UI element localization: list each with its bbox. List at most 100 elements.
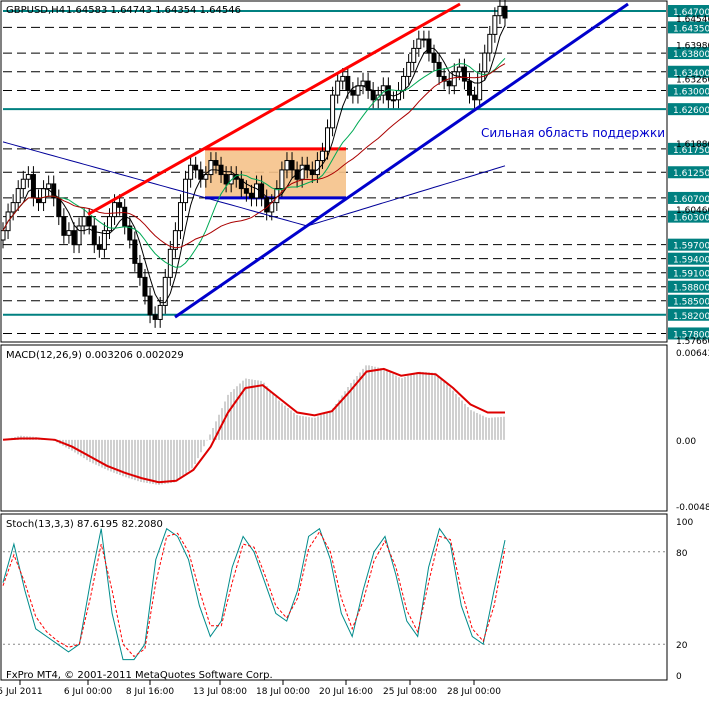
stoch-tick-label: 20 [676,641,688,651]
time-label: 8 Jul 16:00 [126,687,175,697]
candle-body [421,38,427,41]
candle-body [350,89,356,96]
candle-body [152,314,158,320]
candle-body [213,160,219,166]
candle-body [472,94,478,101]
stoch-signal-line [2,530,506,658]
candle-body [335,80,341,96]
candle-body [390,99,396,102]
price-level-label: 1.63800 [673,50,709,60]
stoch-tick-label: 100 [676,518,693,528]
price-level-box [668,266,709,279]
price-tick-label: 1.57660 [676,337,709,347]
price-level-box [668,308,709,321]
candle-body [127,225,133,241]
candle-body [137,262,143,278]
candle-body [203,174,209,180]
price-level-box [668,84,709,97]
price-level-box [668,47,709,60]
time-label: 28 Jul 00:00 [447,687,501,697]
candle-body [0,230,6,241]
price-level-label: 1.61750 [673,146,709,156]
candle-body [345,75,351,91]
candle-body [482,52,488,73]
candle-body [218,164,224,176]
candle-body [340,75,346,82]
time-label: 5 Jul 2011 [0,687,43,697]
candle-body [147,295,153,316]
candle-body [10,202,16,213]
price-panel [0,0,668,343]
ma-long-line [2,141,506,227]
candle-body [441,75,447,82]
candle-body [81,216,87,227]
ma-slow-line [2,63,506,249]
candle-body [461,66,467,82]
candle-body [467,80,473,96]
candle-body [25,174,31,180]
candle-body [456,66,462,73]
candle-body [41,188,47,204]
candle-body [183,178,189,204]
candle-body [502,5,508,19]
candle-body [157,304,163,320]
time-label: 20 Jul 16:00 [319,687,373,697]
macd-tick-label: 0.00 [676,437,696,447]
candle-body [112,202,118,218]
blue-support-line [174,2,629,319]
candle-body [76,225,82,246]
candle-body [264,197,270,213]
support-annotation: Сильная область поддержки [481,126,665,140]
candle-body [172,230,178,250]
price-level-label: 1.58200 [673,312,709,322]
price-level-label: 1.59400 [673,256,709,266]
price-tick-label: 1.63980 [676,42,709,52]
time-label: 13 Jul 08:00 [193,687,247,697]
candle-body [238,178,244,190]
candle-body [142,276,148,297]
ma-mid-line [2,57,506,268]
price-level-box [668,166,709,179]
price-level-label: 1.64700 [673,8,709,18]
price-level-label: 1.59700 [673,242,709,252]
candle-body [96,244,102,250]
price-level-box [668,5,709,18]
candle-body [132,239,138,264]
ma-fast-line [2,25,506,304]
price-tick-label: 1.61880 [676,140,709,150]
candle-body [46,183,52,190]
price-level-box [668,238,709,251]
stoch-tick-label: 80 [676,549,688,559]
candle-body [289,160,295,171]
macd-tick-label: -0.004846 [676,503,709,513]
price-level-box [668,327,709,340]
candle-body [167,248,173,278]
candle-body [30,174,36,199]
candle-body [193,164,199,171]
candle-body [314,160,320,176]
candle-body [401,75,407,91]
candle-body [101,230,107,250]
candle-body [406,61,412,77]
candle-body [117,202,123,208]
price-level-label: 1.61250 [673,169,709,179]
candle-body [56,197,62,218]
candlesticks [0,0,508,328]
time-label: 18 Jul 00:00 [256,687,310,697]
candle-body [162,276,168,306]
price-level-box [668,191,709,204]
price-level-box [668,65,709,78]
price-level-label: 1.58800 [673,284,709,294]
candle-body [228,174,234,185]
candle-body [451,71,457,87]
candle-body [243,188,249,194]
candle-body [487,33,493,54]
candle-body [325,127,331,152]
candle-body [360,80,366,87]
red-channel-line [87,2,461,216]
price-level-label: 1.62600 [673,106,709,116]
candle-body [61,216,67,236]
candle-body [177,202,183,232]
